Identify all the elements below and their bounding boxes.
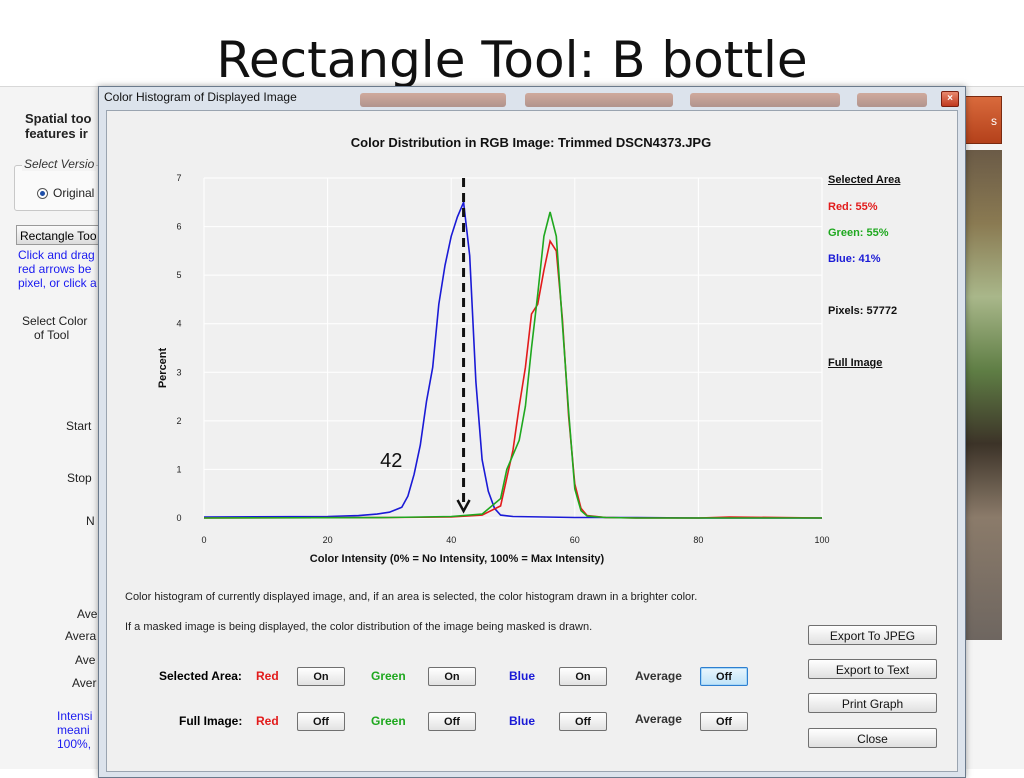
bg-help-line-1: Click and drag bbox=[18, 248, 95, 262]
legend-full-image-link[interactable]: Full Image bbox=[828, 357, 883, 369]
bg-stop-label: Stop bbox=[67, 471, 92, 485]
full-average-toggle-button[interactable]: Off bbox=[700, 712, 748, 731]
marker-annotation-label: 42 bbox=[380, 450, 402, 472]
y-tick-label: 6 bbox=[176, 222, 181, 232]
bg-select-color-line2: of Tool bbox=[34, 328, 70, 342]
bg-intensity-line-2: meani bbox=[57, 723, 90, 737]
x-tick-label: 0 bbox=[201, 535, 206, 545]
y-tick-label: 5 bbox=[176, 270, 181, 280]
full-blue-toggle-button[interactable]: Off bbox=[559, 712, 607, 731]
bg-heading-line1: Spatial too bbox=[25, 111, 92, 126]
bg-tab-strip-1 bbox=[360, 93, 506, 107]
legend-red-value: Red: 55% bbox=[828, 201, 878, 213]
histogram-chart: 0 20 40 60 80 100 0 1 2 3 4 5 6 7 Color Intensity (0% … bbox=[157, 173, 830, 565]
x-tick-label: 20 bbox=[323, 535, 333, 545]
selected-area-label: Selected Area: bbox=[159, 669, 242, 683]
legend-green-value: Green: 55% bbox=[828, 227, 889, 239]
legend-selected-area-heading[interactable]: Selected Area bbox=[828, 174, 901, 186]
x-axis-label: Color Intensity (0% = No Intensity, 100%… bbox=[310, 553, 605, 565]
chart-title: Color Distribution in RGB Image: Trimmed… bbox=[350, 135, 712, 150]
bg-version-group-label: Select Versio bbox=[22, 157, 97, 171]
description-line-2: If a masked image is being displayed, th… bbox=[125, 621, 593, 633]
close-button[interactable]: Close bbox=[808, 728, 937, 748]
marker-arrow-icon bbox=[456, 499, 471, 514]
bg-photo-thumbnail bbox=[964, 150, 1002, 640]
bg-intensity-line-3: 100%, bbox=[57, 737, 92, 751]
selected-green-toggle-button[interactable]: On bbox=[428, 667, 476, 686]
y-tick-label: 3 bbox=[176, 367, 181, 377]
bg-version-group bbox=[14, 165, 106, 211]
print-graph-button[interactable]: Print Graph bbox=[808, 693, 937, 713]
plot-area bbox=[204, 178, 822, 518]
bg-rectangle-tool-button[interactable]: Rectangle Too bbox=[16, 225, 106, 245]
full-green-toggle-button[interactable]: Off bbox=[428, 712, 476, 731]
slide-title: Rectangle Tool: B bottle bbox=[216, 31, 808, 89]
legend-pixel-count: Pixels: 57772 bbox=[828, 305, 898, 317]
y-tick-label: 4 bbox=[176, 319, 181, 329]
bg-help-line-2: red arrows be bbox=[18, 262, 92, 276]
bg-heading-line2: features ir bbox=[25, 126, 88, 141]
legend-blue-value: Blue: 41% bbox=[828, 253, 881, 265]
full-average-label: Average bbox=[635, 712, 682, 726]
full-green-label: Green bbox=[371, 714, 406, 728]
full-image-label: Full Image: bbox=[179, 714, 243, 728]
window-close-icon[interactable]: × bbox=[941, 91, 959, 107]
x-tick-label: 40 bbox=[446, 535, 456, 545]
bg-avg-label-3: Ave bbox=[75, 653, 96, 667]
series-line-blue bbox=[203, 199, 822, 519]
selected-average-label: Average bbox=[635, 669, 682, 683]
selected-red-toggle-button[interactable]: On bbox=[297, 667, 345, 686]
bg-tab-strip-4 bbox=[857, 93, 927, 107]
selected-average-toggle-button[interactable]: Off bbox=[700, 667, 748, 686]
y-tick-label: 7 bbox=[176, 173, 181, 183]
bg-start-label: Start bbox=[66, 419, 92, 433]
bg-avg-label-1: Ave bbox=[77, 607, 98, 621]
series-line-green bbox=[203, 211, 822, 519]
full-red-label: Red bbox=[256, 714, 279, 728]
bg-tab-strip-2 bbox=[525, 93, 673, 107]
x-tick-label: 80 bbox=[693, 535, 703, 545]
selected-green-label: Green bbox=[371, 669, 406, 683]
bg-select-color-line1: Select Color bbox=[22, 314, 88, 328]
bg-orange-button[interactable]: s bbox=[962, 96, 1002, 144]
y-tick-label: 1 bbox=[176, 464, 181, 474]
x-tick-label: 100 bbox=[814, 535, 829, 545]
full-red-toggle-button[interactable]: Off bbox=[297, 712, 345, 731]
export-jpeg-button[interactable]: Export To JPEG bbox=[808, 625, 937, 645]
bg-avg-label-4: Aver bbox=[72, 676, 97, 690]
bg-original-radio[interactable] bbox=[37, 188, 48, 199]
bg-original-radio-label: Original bbox=[53, 186, 95, 200]
bg-n-label: N bbox=[86, 514, 95, 528]
full-blue-label: Blue bbox=[509, 714, 536, 728]
bg-help-line-3: pixel, or click a bbox=[18, 276, 97, 290]
export-text-button[interactable]: Export to Text bbox=[808, 659, 937, 679]
x-tick-label: 60 bbox=[570, 535, 580, 545]
selected-blue-toggle-button[interactable]: On bbox=[559, 667, 607, 686]
window-title: Color Histogram of Displayed Image bbox=[104, 90, 297, 104]
y-tick-label: 0 bbox=[176, 513, 181, 523]
selected-blue-label: Blue bbox=[509, 669, 536, 683]
description-line-1: Color histogram of currently displayed i… bbox=[125, 591, 698, 603]
bg-tab-strip-3 bbox=[690, 93, 840, 107]
selected-red-label: Red bbox=[256, 669, 279, 683]
y-tick-label: 2 bbox=[176, 416, 181, 426]
bg-avg-label-2: Avera bbox=[65, 629, 97, 643]
bg-intensity-line-1: Intensi bbox=[57, 709, 93, 723]
y-axis-label: Percent bbox=[157, 347, 169, 388]
